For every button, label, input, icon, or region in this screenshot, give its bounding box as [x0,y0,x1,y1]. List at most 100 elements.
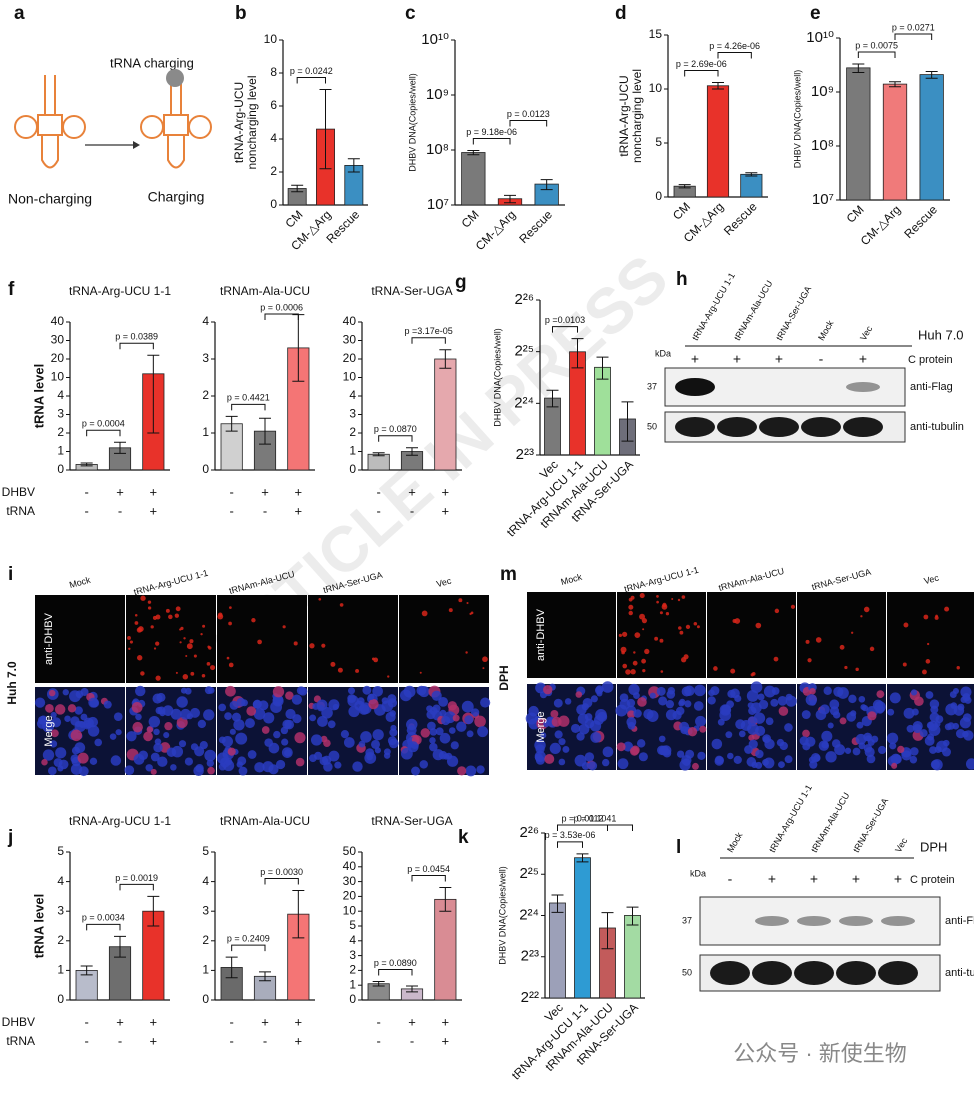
cell-dot [309,714,317,722]
cell-dot [189,639,194,644]
cell-dot [426,705,433,713]
band [846,382,880,392]
row-sign: - [118,503,122,518]
band [797,916,831,926]
cell-dot [952,722,960,730]
cell-dot [839,644,845,650]
cell-dot [807,658,812,663]
cell-dot [747,716,757,726]
error-bar [347,158,360,173]
cell-dot [474,715,486,728]
cell-dot [844,747,852,754]
comparison-bracket [296,77,326,84]
cell-dot [773,656,779,662]
cell-dot [665,700,675,709]
row-sign: - [376,1033,380,1048]
cell-dot [777,696,788,706]
error-bar [259,417,271,445]
cell-dot [860,615,863,618]
cell-dot [778,761,785,769]
cell-dot [155,641,160,646]
cell-dot [805,639,810,644]
y-tick-label: 30 [343,874,357,888]
cell-dot [42,749,55,761]
antibody: anti-tubulin [910,421,964,433]
bar [367,453,390,471]
row-label: anti-DHBV [43,612,55,665]
band [752,961,792,985]
trna-anticodon [41,135,59,169]
cell-dot [876,690,885,699]
cell-dot [681,595,686,599]
error-bar [292,889,305,939]
cell-dot [925,659,931,664]
cell-dot [751,671,756,676]
row-sign: + [295,1014,303,1029]
y-tick-label: 8 [270,65,277,79]
cell-dot [372,685,383,697]
cell-dot [656,600,659,604]
cell-dot [634,632,641,639]
comparison-bracket [557,824,633,831]
cell-dot [207,645,210,649]
cell-dot [540,732,547,739]
y-tick-label: 10⁸ [426,141,449,158]
cell-dot [654,636,659,641]
comparison-bracket [894,33,933,41]
cell-dot [923,614,929,620]
x-tick-label: Rescue [901,202,940,241]
y-axis-label: tRNA level [31,894,46,959]
cell-dot [193,654,197,658]
error-bar [678,184,691,189]
cell-dot [658,735,666,743]
y-tick-label: 5 [202,844,209,858]
cell-dot [343,737,355,748]
y-tick-label: 1 [349,444,356,458]
marker: 37 [647,381,657,391]
y-tick-label: 2 [349,963,356,977]
image-tile [399,595,489,683]
cell-dot [150,768,157,775]
error-bar [546,389,559,408]
y-tick-label: 5 [655,135,662,149]
cell-dot [543,721,550,728]
cell-dot [383,748,391,756]
x-tick-label: CM [670,199,693,222]
cell-dot [671,598,674,601]
y-tick-label: 2²³ [516,446,534,463]
comparison-bracket [509,119,548,127]
y-tick-label: 1 [57,444,64,458]
cell-dot [140,671,145,676]
row-label: Merge [535,711,547,742]
cell-dot [48,689,56,697]
cell-dot [330,661,336,667]
cell-dot [268,742,280,754]
band [755,916,789,926]
cell-dot [714,755,724,765]
cell-dot [136,655,143,661]
cell-dot [584,752,595,762]
cell-dot [150,752,160,762]
p-value: p = 0.0123 [507,109,550,119]
cell-dot [855,733,867,745]
cell-dot [366,753,373,761]
cell-dot [944,606,950,612]
p-value: p = 0.0006 [260,302,303,312]
cell-dot [182,674,189,680]
cell-dot [721,704,731,715]
cell-dot [74,742,86,753]
cell-dot [755,725,766,736]
cell-dot [755,761,763,769]
cell-dot [637,697,647,707]
cell-dot [581,703,589,711]
cell-dot [621,650,625,655]
cell-dot [590,695,598,703]
cell-dot [420,728,431,738]
cell-dot [318,597,322,601]
row-sign: + [116,1014,124,1029]
error-bar [319,89,332,170]
panel-letter: a [14,3,25,24]
cell-dot [367,693,375,700]
y-tick-label: 5 [57,844,64,858]
cell-dot [153,647,157,650]
